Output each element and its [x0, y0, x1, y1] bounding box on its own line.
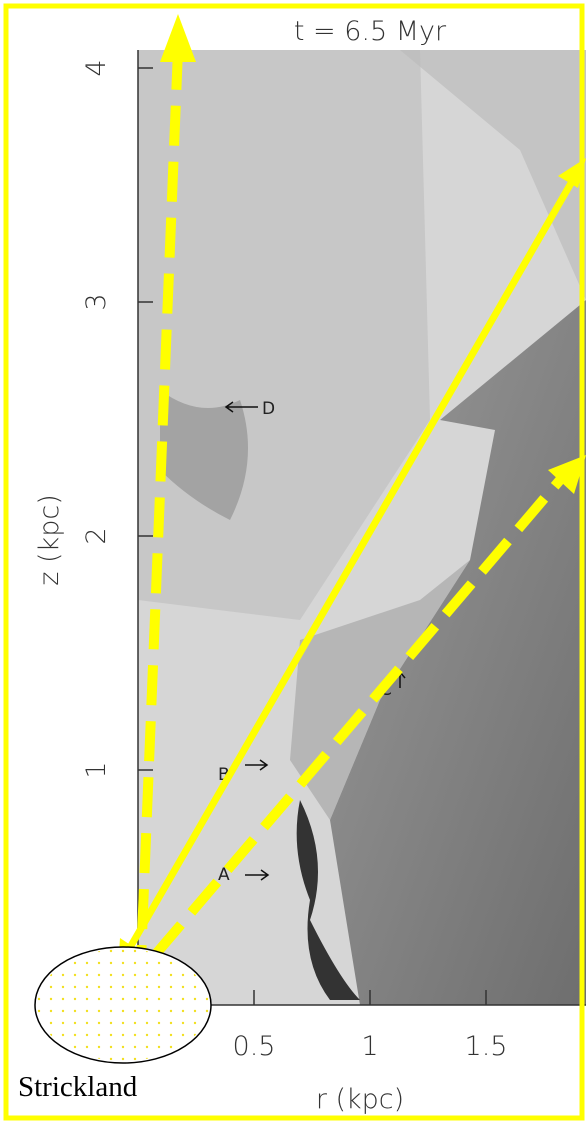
x-tick-label: 0.5 [233, 1031, 276, 1062]
credit: Strickland [18, 1071, 138, 1103]
figure: 00.511.521234 t = 6.5 Myr z (kpc) r (kpc… [0, 0, 586, 1124]
annotation: D [262, 399, 275, 419]
y-axis-label: z (kpc) [34, 494, 65, 585]
y-tick-label: 2 [81, 527, 112, 544]
y-tick-label: 1 [81, 761, 112, 778]
x-axis-label: r (kpc) [316, 1084, 404, 1115]
x-tick-label: 1.5 [465, 1031, 508, 1062]
y-tick-label: 3 [81, 293, 112, 310]
x-tick-label: 1 [361, 1031, 378, 1062]
title: t = 6.5 Myr [294, 16, 447, 47]
source-dots [37, 949, 209, 1061]
y-tick-label: 4 [81, 59, 112, 76]
